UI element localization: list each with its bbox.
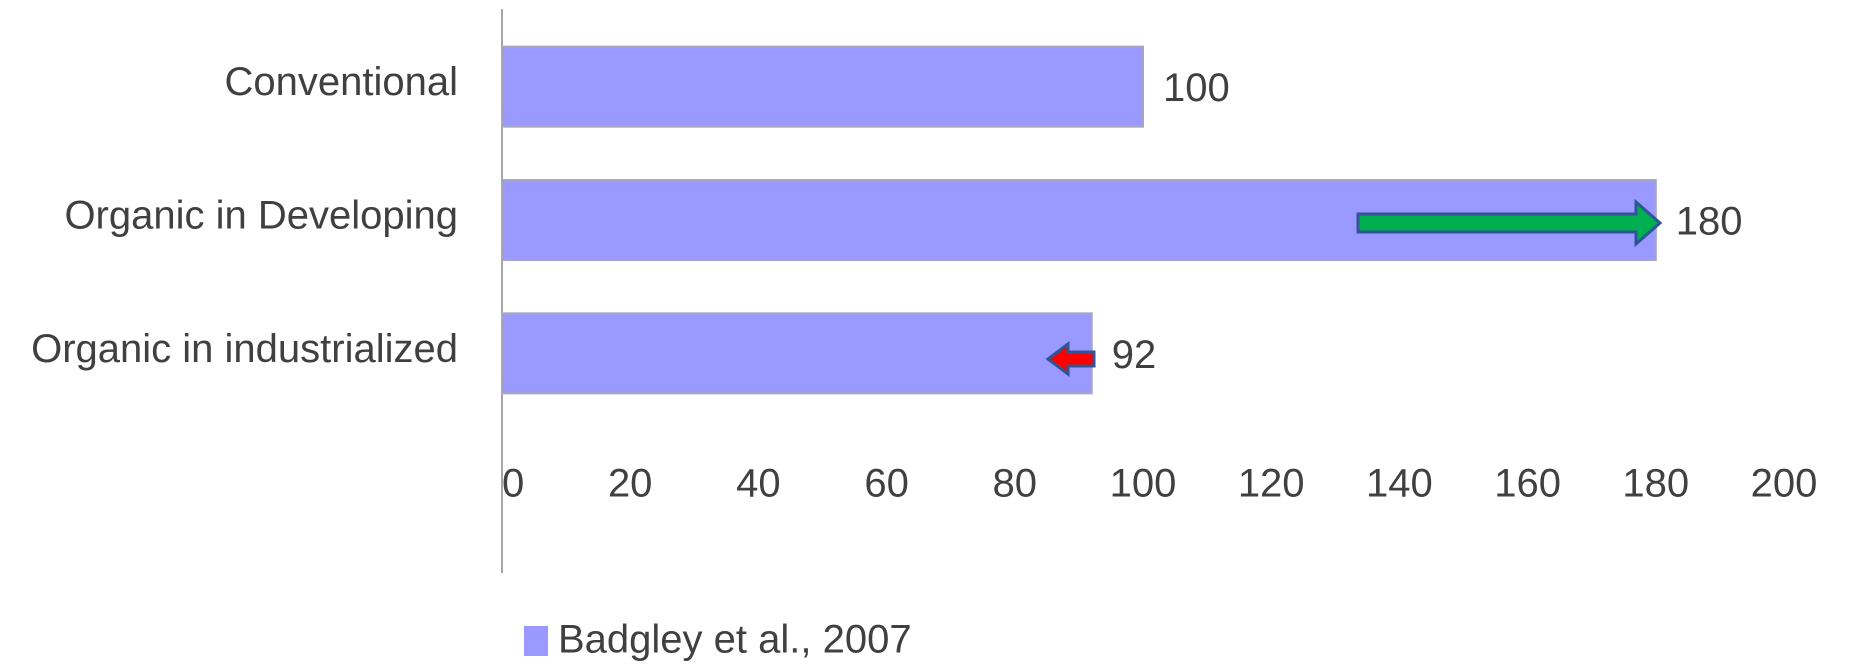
y-tick-label: Organic in Developing xyxy=(64,194,458,238)
x-tick-label: 180 xyxy=(1622,462,1689,506)
x-tick-label: 0 xyxy=(502,462,524,506)
legend-label: Badgley et al., 2007 xyxy=(558,618,912,662)
bar xyxy=(501,45,1144,128)
data-label: 92 xyxy=(1112,333,1157,377)
x-tick-label: 80 xyxy=(993,462,1038,506)
bars xyxy=(501,45,1657,395)
legend-swatch xyxy=(524,626,548,656)
x-tick-label: 200 xyxy=(1751,462,1818,506)
bar xyxy=(501,312,1093,395)
x-tick-label: 160 xyxy=(1494,462,1561,506)
x-tick-label: 40 xyxy=(736,462,781,506)
x-tick-label: 140 xyxy=(1366,462,1433,506)
red-arrow xyxy=(1045,341,1096,377)
x-tick-label: 20 xyxy=(608,462,653,506)
data-label: 100 xyxy=(1163,66,1230,110)
y-tick-label: Organic in industrialized xyxy=(31,327,458,371)
x-tick-label: 60 xyxy=(864,462,909,506)
data-label: 180 xyxy=(1676,200,1743,244)
x-tick-label: 100 xyxy=(1110,462,1177,506)
y-tick-label: Conventional xyxy=(225,60,459,104)
green-arrow xyxy=(1356,198,1663,248)
x-tick-label: 120 xyxy=(1238,462,1305,506)
